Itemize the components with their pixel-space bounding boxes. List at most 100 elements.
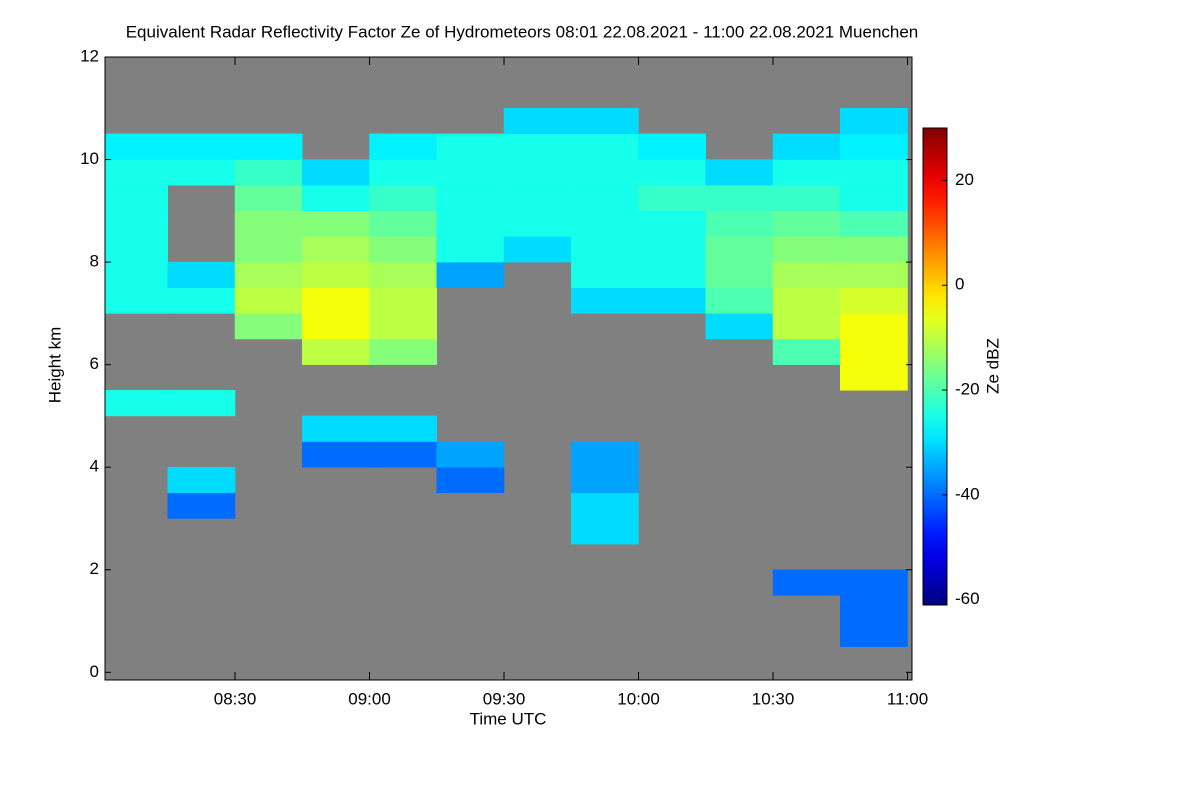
y-tick-label: 6 xyxy=(90,354,99,373)
heatmap-cell xyxy=(234,287,303,314)
heatmap-cell xyxy=(503,108,572,135)
heatmap-cell xyxy=(638,261,707,288)
heatmap-cell xyxy=(369,313,438,340)
heatmap-cell xyxy=(638,287,707,314)
colorbar-tick-label: -40 xyxy=(955,484,980,503)
heatmap-cell xyxy=(104,287,169,314)
heatmap-cell xyxy=(302,313,370,340)
heatmap-cell xyxy=(369,287,438,314)
heatmap-cell xyxy=(571,492,639,519)
heatmap-cell xyxy=(772,261,841,288)
heatmap-cell xyxy=(772,184,841,212)
heatmap-cell xyxy=(167,287,236,314)
heatmap-cell xyxy=(571,159,639,186)
heatmap-cell xyxy=(369,441,438,468)
chart-title: Equivalent Radar Reflectivity Factor Ze … xyxy=(126,22,919,41)
y-tick-label: 10 xyxy=(80,149,99,168)
heatmap-cell xyxy=(302,441,370,468)
heatmap-cell xyxy=(772,313,841,340)
heatmap-cell xyxy=(104,236,169,263)
heatmap-cell xyxy=(302,210,370,237)
heatmap-cell xyxy=(840,184,908,212)
heatmap-cell xyxy=(571,261,639,288)
heatmap-cell xyxy=(234,210,303,237)
heatmap-cell xyxy=(840,159,908,186)
heatmap-cell xyxy=(302,338,370,365)
heatmap-cell xyxy=(302,415,370,442)
colorbar-tick-label: -20 xyxy=(955,380,980,399)
heatmap-cell xyxy=(167,261,236,288)
y-axis-label: Height km xyxy=(45,327,64,404)
colorbar xyxy=(922,127,948,606)
heatmap-cell xyxy=(369,415,438,442)
heatmap-cell xyxy=(104,133,169,160)
heatmap-cell xyxy=(571,466,639,494)
x-tick-label: 10:30 xyxy=(752,689,795,708)
heatmap-cell xyxy=(167,390,236,417)
heatmap-cell xyxy=(840,133,908,160)
heatmap-cell xyxy=(436,184,505,212)
heatmap-cell xyxy=(503,159,572,186)
heatmap-cell xyxy=(369,184,438,212)
heatmap-cell xyxy=(234,313,303,340)
plot-frame xyxy=(104,56,913,681)
x-tick-label: 10:00 xyxy=(617,689,660,708)
heatmap-cell xyxy=(772,133,841,160)
heatmap-cell xyxy=(369,159,438,186)
heatmap-cell xyxy=(705,287,774,314)
heatmap-cell xyxy=(840,595,908,622)
heatmap-cell xyxy=(840,210,908,237)
heatmap-cell xyxy=(369,210,438,237)
heatmap-cell xyxy=(772,159,841,186)
heatmap-cell xyxy=(705,313,774,340)
heatmap-cell xyxy=(840,236,908,263)
y-tick-label: 2 xyxy=(90,559,99,578)
heatmap-cell xyxy=(705,159,774,186)
heatmap-cell xyxy=(369,133,438,160)
heatmap-cell xyxy=(840,569,908,596)
heatmap-cell xyxy=(840,261,908,288)
y-tick-label: 8 xyxy=(90,252,99,271)
heatmap-cell xyxy=(234,184,303,212)
heatmap-cell xyxy=(772,338,841,365)
heatmap-cell xyxy=(436,261,505,288)
heatmap-cell xyxy=(571,287,639,314)
heatmap-cell xyxy=(167,159,236,186)
x-tick-label: 11:00 xyxy=(887,689,928,708)
heatmap-cell xyxy=(571,236,639,263)
heatmap-cell xyxy=(302,261,370,288)
heatmap-cell xyxy=(638,184,707,212)
heatmap-cell xyxy=(705,210,774,237)
x-tick-label: 08:30 xyxy=(214,689,257,708)
heatmap-cell xyxy=(705,236,774,263)
heatmap-cell xyxy=(840,313,908,340)
y-tick-label: 4 xyxy=(90,457,99,476)
heatmap-cell xyxy=(503,184,572,212)
heatmap-cell xyxy=(369,261,438,288)
heatmap-cell xyxy=(571,184,639,212)
heatmap-cell xyxy=(638,133,707,160)
colorbar-tick-label: -60 xyxy=(955,589,980,608)
heatmap-cell xyxy=(234,261,303,288)
x-axis-label: Time UTC xyxy=(470,709,547,728)
heatmap-cell xyxy=(772,210,841,237)
heatmap-cell xyxy=(369,236,438,263)
heatmap-cell xyxy=(503,210,572,237)
heatmap-cell xyxy=(772,569,841,596)
heatmap-cell xyxy=(234,236,303,263)
heatmap-cell xyxy=(369,338,438,365)
colorbar-tick-label: 0 xyxy=(955,275,964,294)
heatmap-cell xyxy=(436,159,505,186)
heatmap-cell xyxy=(705,184,774,212)
heatmap-cell xyxy=(104,210,169,237)
colorbar-tick-label: 20 xyxy=(955,170,974,189)
heatmap-cell xyxy=(436,466,505,494)
x-tick-label: 09:30 xyxy=(483,689,526,708)
heatmap-cell xyxy=(436,441,505,468)
heatmap-cell xyxy=(302,287,370,314)
heatmap-cell xyxy=(840,338,908,365)
heatmap-cell xyxy=(571,518,639,545)
colorbar-label: Ze dBZ xyxy=(983,338,1002,394)
heatmap-cell xyxy=(571,210,639,237)
